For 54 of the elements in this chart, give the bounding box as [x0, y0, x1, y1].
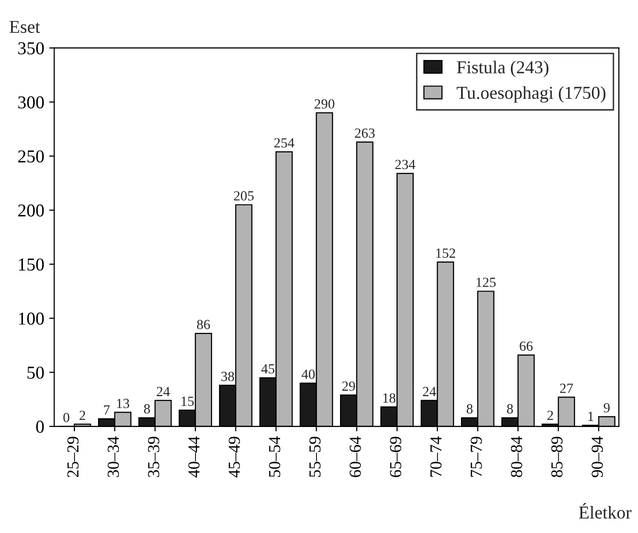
data-label: 254: [274, 138, 294, 148]
data-label: 66: [520, 341, 533, 351]
data-label: 38: [221, 372, 234, 382]
data-label: 290: [314, 99, 334, 109]
y-axis-title: Eset: [10, 20, 40, 33]
data-label: 29: [342, 382, 356, 391]
x-tick-label: 40–44: [188, 436, 200, 478]
x-tick-label: 55–59: [309, 436, 321, 477]
x-tick-label: 85–89: [551, 436, 563, 478]
data-label: 125: [476, 278, 496, 288]
y-tick-label: 100: [19, 312, 44, 325]
x-tick-label: 30–34: [108, 436, 119, 477]
x-tick-label: 25–29: [67, 436, 79, 478]
y-tick-label: 300: [18, 96, 44, 108]
data-label: 45: [261, 364, 274, 374]
data-label: 7: [104, 405, 110, 414]
x-tick-label: 35–39: [148, 436, 160, 477]
data-label: 2: [547, 410, 554, 420]
data-label: 1: [588, 412, 594, 421]
y-tick-label: 250: [18, 150, 44, 163]
x-tick-label: 45–49: [228, 436, 240, 478]
data-label: 9: [604, 403, 610, 412]
x-tick-label: 60–64: [350, 436, 361, 478]
x-tick-label: 70–74: [430, 436, 442, 477]
x-tick-label: 80–84: [510, 436, 522, 478]
x-tick-label: 65–69: [390, 436, 402, 478]
y-tick-label: 0: [36, 420, 44, 433]
data-label: 8: [144, 404, 150, 414]
data-label: 15: [182, 396, 194, 406]
legend-label: Fistula (243): [456, 60, 548, 78]
y-tick-label: 150: [19, 258, 44, 271]
data-label: 152: [436, 248, 456, 258]
data-label: 86: [197, 320, 210, 330]
y-tick-label: 200: [18, 204, 44, 217]
data-label: 40: [302, 370, 315, 379]
data-label: 24: [422, 386, 436, 396]
x-axis-title: Életkor: [578, 503, 632, 519]
x-tick-label: 75–79: [470, 436, 482, 477]
x-tick-label: 90–94: [592, 436, 603, 478]
x-tick-label: 50–54: [268, 436, 280, 477]
data-label: 0: [63, 412, 70, 422]
data-label: 8: [466, 404, 473, 414]
data-label: 24: [156, 386, 170, 396]
data-label: 263: [354, 128, 375, 138]
data-label: 8: [507, 404, 513, 414]
data-label: 13: [117, 398, 130, 408]
y-tick-label: 50: [28, 366, 44, 379]
data-label: 27: [560, 384, 573, 393]
legend-label: Tu.oesophagi (1750): [456, 86, 606, 103]
y-tick-label: 350: [18, 42, 44, 54]
data-label: 234: [395, 160, 416, 170]
data-label: 18: [383, 393, 396, 403]
data-label: 205: [234, 191, 254, 201]
data-label: 2: [80, 410, 86, 420]
